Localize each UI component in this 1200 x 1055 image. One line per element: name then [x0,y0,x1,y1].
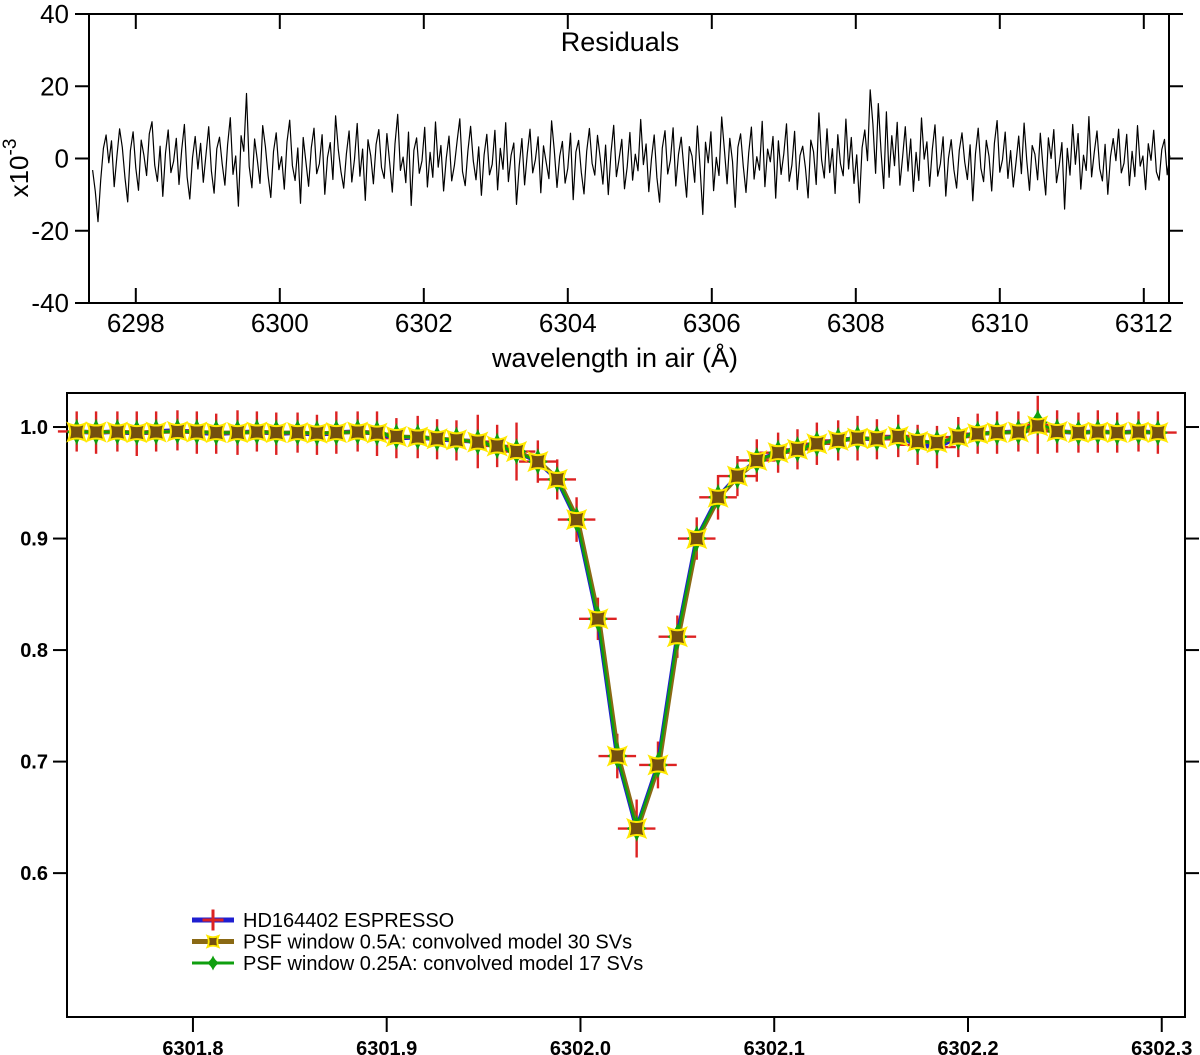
x-tick-label: 6308 [827,308,885,338]
y-axis-label-exponent: -3 [0,139,21,156]
marker-yellow-box-star [1046,420,1068,443]
x-tick-label: 6298 [107,308,165,338]
legend-swatches [192,909,234,971]
residuals-trace [92,89,1171,223]
marker-yellow-box-star [647,754,669,776]
marker-yellow-box-star [186,421,208,443]
marker-yellow-box-star [587,608,609,630]
marker-yellow-box-star [286,422,309,444]
x-axis-label: wavelength in air (Å) [491,342,738,373]
y-tick-label: 1.0 [20,417,48,439]
x-tick-label: 6301.8 [162,1038,223,1055]
marker-yellow-box-star [527,451,549,473]
marker-yellow-box-star [166,420,189,443]
x-tick-label: 6302 [395,308,453,338]
y-tick-label: 40 [40,0,69,29]
y-axis-label: x10-3 [0,139,34,198]
marker-yellow-box-star [445,429,468,451]
x-tick-label: 6312 [1115,308,1173,338]
marker-yellow-box-star [306,422,328,444]
marker-yellow-box-star [986,422,1008,444]
y-tick-label: -20 [31,216,69,246]
marker-yellow-box-star [846,427,869,449]
marker-yellow-box-star [246,421,268,443]
legend-green-star-icon [206,955,220,971]
marker-yellow-box-star [426,428,448,450]
top-panel-title: Residuals [561,27,680,57]
marker-yellow-box-star [686,527,708,550]
marker-yellow-box-star [726,465,748,487]
marker-yellow-box-star [767,442,789,464]
x-tick-label: 6302.2 [937,1038,998,1055]
marker-yellow-box-star [1027,415,1049,437]
marker-yellow-box-star [606,745,628,767]
marker-yellow-box-star [566,508,588,531]
x-tick-label: 6301.9 [356,1038,417,1055]
marker-yellow-box-star [1127,421,1150,443]
x-tick-label: 6306 [683,308,741,338]
marker-yellow-box-star [746,449,768,472]
marker-yellow-box-star [265,422,287,444]
marker-yellow-box-star [106,421,128,443]
marker-yellow-box-star [126,422,148,444]
y-tick-label: 0.9 [20,529,48,551]
marker-yellow-box-star [347,421,369,443]
marker-yellow-box-star [866,428,888,450]
marker-yellow-box-star [666,626,688,648]
marker-yellow-box-star [145,421,167,443]
x-tick-label: 6304 [539,308,597,338]
x-tick-label: 6302.1 [744,1038,805,1055]
x-tick-label: 6310 [971,308,1029,338]
marker-yellow-box-star [407,426,429,448]
y-tick-label: 20 [40,71,69,101]
marker-yellow-box-star [205,422,227,444]
marker-yellow-box-star [1087,421,1109,443]
marker-yellow-box-star [85,421,107,443]
marker-yellow-box-star [926,432,948,454]
line-profile-plot: 6301.8 6301.9 6302.0 6302.1 6302.2 6302.3 1.0 0… [20,392,1199,1055]
x-tick-label: 6300 [251,308,309,338]
legend-label-psf-05: PSF window 0.5A: convolved model 30 SVs [243,932,632,954]
marker-yellow-box-star [546,468,568,491]
y-tick-label: 0.8 [20,640,48,662]
marker-yellow-box-star [226,422,249,444]
marker-yellow-box-star [1106,422,1128,444]
marker-yellow-box-star [707,486,729,508]
marker-yellow-box-star [1147,422,1169,444]
marker-yellow-box-star [486,435,508,457]
y-tick-label: 0.6 [20,863,48,885]
marker-yellow-box-star [385,425,407,448]
x-tick-label: 6302.3 [1131,1038,1192,1055]
marker-yellow-box-star [325,422,347,444]
marker-yellow-box-star [1067,422,1090,444]
legend-label-psf-025: PSF window 0.25A: convolved model 17 SVs [243,953,643,975]
bottom-panel-frame [66,392,1186,1018]
y-tick-label: -40 [31,288,69,318]
legend: HD164402 ESPRESSO PSF window 0.5A: convo… [192,909,643,975]
marker-yellow-box-star [967,423,989,445]
marker-yellow-box-star [786,438,809,460]
marker-yellow-box-star [806,433,828,455]
marker-yellow-box-star [66,421,88,443]
marker-yellow-box-star [626,817,648,840]
y-axis-label-base: x10 [4,155,34,197]
marker-yellow-box-star [505,440,528,463]
legend-label-espresso: HD164402 ESPRESSO [243,910,454,932]
marker-yellow-box-star [907,430,929,453]
legend-box-star-icon [205,934,221,949]
y-tick-label: 0 [55,144,69,174]
x-tick-label: 6302.0 [550,1038,611,1055]
y-tick-label: 0.7 [20,752,48,774]
residuals-plot: 6298 6300 6302 6304 6306 6308 6310 6312 40 20 0 -20… [31,0,1183,338]
marker-yellow-box-star [467,431,489,453]
marker-yellow-box-star [1007,421,1029,443]
marker-yellow-box-star [887,425,909,448]
marker-yellow-box-star [366,422,388,444]
marker-yellow-box-star [827,429,849,451]
marker-yellow-box-star [947,426,969,448]
